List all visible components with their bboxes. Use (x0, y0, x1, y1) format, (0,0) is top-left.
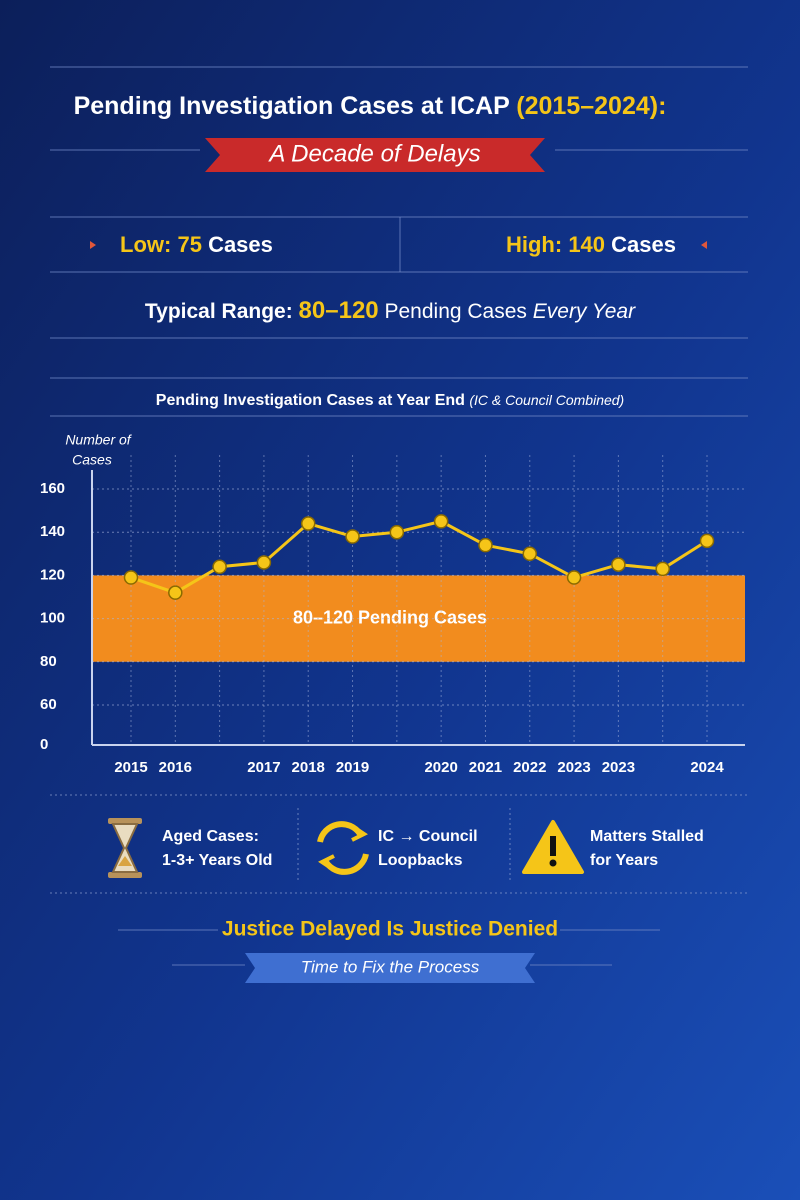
hourglass-icon (108, 818, 142, 878)
range-suffix: Every Year (533, 300, 636, 323)
x-tick-label: 2015 (114, 759, 147, 776)
x-tick-label: 2023 (557, 759, 590, 776)
data-point (212, 559, 227, 575)
data-point (433, 514, 449, 529)
range-value: 80–120 (299, 297, 379, 324)
data-point (566, 570, 582, 585)
subtitle: A Decade of Delays (267, 140, 480, 167)
x-tick-label: 2019 (336, 759, 369, 776)
x-tick-label: 2017 (247, 759, 280, 776)
x-tick-label: 2021 (469, 759, 502, 776)
range-stat: Typical Range: 80–120 Pending Cases Ever… (145, 297, 636, 324)
feature-text: for Years (590, 852, 658, 869)
loop-icon (317, 821, 369, 875)
data-point (522, 546, 538, 562)
feature-text: IC → Council (378, 828, 478, 845)
data-line (130, 519, 708, 595)
y-tick-label: 0 (40, 736, 48, 753)
y-axis-label: Number of (65, 432, 132, 448)
x-tick-label: 2022 (513, 759, 546, 776)
ribbon (205, 138, 545, 172)
y-tick-label: 140 (40, 523, 65, 540)
marker (90, 241, 96, 249)
features: Aged Cases: 1-3+ Years Old IC → Council Loo… (162, 828, 704, 869)
title: Pending Investigation Cases at ICAP (201… (74, 92, 667, 120)
feature-text: Loopbacks (378, 852, 463, 869)
title-years: (2015–2024): (516, 92, 666, 120)
data-point (123, 570, 139, 585)
data-point (389, 524, 405, 540)
x-tick-label: 2018 (292, 759, 325, 776)
x-tick-label: 2023 (602, 759, 635, 776)
low-stat: Low: 75 Cases (120, 232, 273, 257)
data-point (256, 555, 272, 570)
high-unit: Cases (611, 232, 676, 257)
range-label: Typical Range: (145, 300, 293, 323)
low-unit: Cases (208, 232, 273, 257)
x-tick-label: 2020 (424, 759, 457, 776)
data-point (699, 533, 715, 549)
data-point (655, 561, 670, 577)
footer-headline: Justice Delayed Is Justice Denied (222, 918, 558, 941)
x-tick-label: 2024 (690, 759, 724, 776)
y-tick-label: 60 (40, 696, 57, 713)
data-point (345, 529, 360, 544)
feature-text: 1-3+ Years Old (162, 852, 272, 869)
range-text: Pending Cases (384, 300, 526, 323)
x-tick-label: 2016 (159, 759, 192, 776)
marker (701, 241, 707, 249)
chart-title-text: Pending Investigation Cases at Year End (156, 392, 465, 409)
feature-text: Aged Cases: (162, 828, 259, 845)
high-value: 140 (568, 232, 605, 257)
y-tick-label: 160 (40, 480, 65, 497)
data-point (611, 557, 626, 572)
band-label: 80–120 Pending Cases (293, 607, 487, 627)
y-axis-label: Cases (72, 452, 112, 468)
low-label: Low: (120, 232, 171, 257)
data-point (300, 516, 316, 531)
title-text: Pending Investigation Cases at ICAP (74, 92, 510, 120)
low-value: 75 (177, 232, 201, 257)
y-tick-label: 100 (40, 610, 65, 627)
y-tick-label: 120 (40, 566, 65, 583)
y-tick-label: 80 (40, 653, 57, 670)
feature-text: Matters Stalled (590, 828, 704, 845)
data-point (168, 585, 183, 600)
warning-icon (522, 820, 584, 874)
data-point (478, 537, 493, 553)
ribbon (245, 953, 535, 983)
high-label: High: (506, 232, 562, 257)
chart: 80–120 Pending Cases 0 60 80 100 120 140 160 201… (40, 455, 745, 776)
chart-title: Pending Investigation Cases at Year End … (156, 392, 624, 410)
footer-tagline: Time to Fix the Process (301, 957, 480, 976)
high-stat: High: 140 Cases (506, 232, 676, 257)
chart-subtitle: (IC & Council Combined) (469, 392, 624, 408)
